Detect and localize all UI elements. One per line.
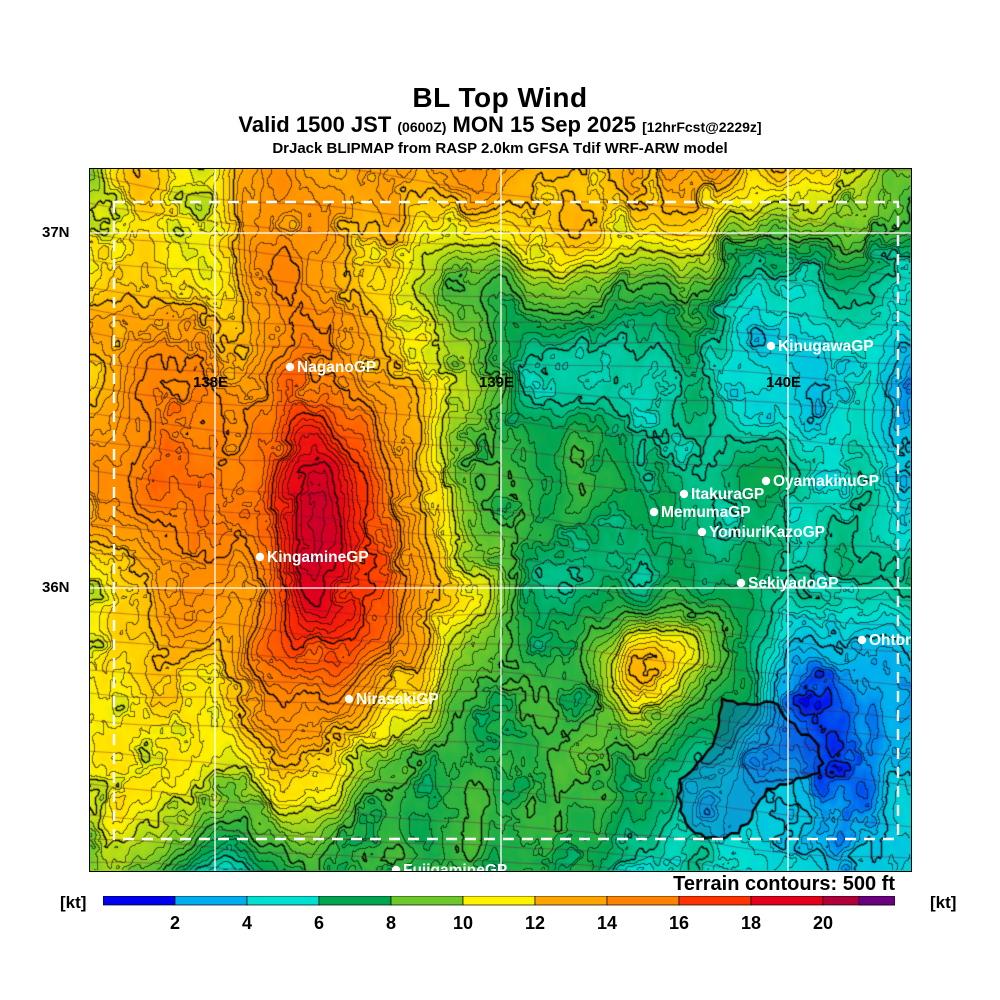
- svg-text:8: 8: [386, 913, 396, 933]
- svg-text:OhtoneGP: OhtoneGP: [869, 632, 911, 649]
- svg-text:SekiyadoGP: SekiyadoGP: [748, 575, 838, 592]
- svg-text:MemumaGP: MemumaGP: [661, 504, 751, 521]
- svg-text:FujigamineGP: FujigamineGP: [403, 862, 507, 871]
- svg-text:18: 18: [741, 913, 761, 933]
- svg-text:KinugawaGP: KinugawaGP: [778, 338, 874, 355]
- svg-text:KingamineGP: KingamineGP: [267, 549, 369, 566]
- svg-text:OyamakinuGP: OyamakinuGP: [773, 473, 879, 490]
- svg-text:138E: 138E: [193, 374, 228, 391]
- svg-text:140E: 140E: [766, 374, 801, 391]
- svg-text:ItakuraGP: ItakuraGP: [691, 486, 764, 503]
- svg-text:4: 4: [242, 913, 252, 933]
- svg-text:NirasakiGP: NirasakiGP: [356, 691, 439, 708]
- svg-text:10: 10: [453, 913, 473, 933]
- svg-text:NaganoGP: NaganoGP: [297, 359, 376, 376]
- svg-text:12: 12: [525, 913, 545, 933]
- svg-text:139E: 139E: [479, 374, 514, 391]
- svg-text:16: 16: [669, 913, 689, 933]
- svg-text:2: 2: [170, 913, 180, 933]
- svg-text:14: 14: [597, 913, 617, 933]
- svg-text:20: 20: [813, 913, 833, 933]
- svg-text:6: 6: [314, 913, 324, 933]
- svg-text:YomiuriKazoGP: YomiuriKazoGP: [709, 524, 825, 541]
